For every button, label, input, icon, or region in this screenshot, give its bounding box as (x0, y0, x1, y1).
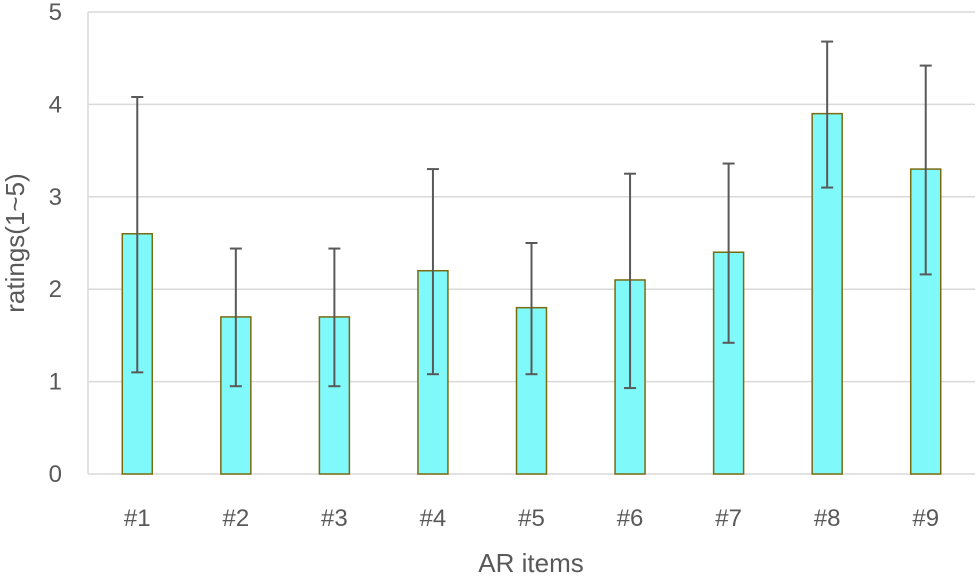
x-tick-label: #1 (124, 505, 151, 532)
bar-7 (712, 251, 745, 475)
x-tick-label: #6 (617, 505, 644, 532)
y-axis-ticks: 0 1 2 3 4 5 (49, 0, 62, 488)
x-tick-label: #2 (222, 505, 249, 532)
x-axis-ticks: #1 #2 #3 #4 #5 #6 #7 #8 #9 (124, 505, 939, 532)
y-tick-label: 0 (49, 461, 62, 488)
y-tick-label: 1 (49, 369, 62, 396)
bar-8 (811, 112, 843, 475)
x-tick-label: #9 (912, 505, 939, 532)
x-tick-label: #7 (715, 505, 742, 532)
x-tick-label: #8 (814, 505, 841, 532)
error-bars (131, 40, 932, 390)
x-tick-label: #5 (518, 505, 545, 532)
y-tick-label: 5 (49, 0, 62, 26)
y-axis-title: ratings(1~5) (0, 173, 30, 312)
y-tick-label: 3 (49, 184, 62, 211)
y-tick-label: 2 (49, 276, 62, 303)
y-tick-label: 4 (49, 91, 62, 118)
x-tick-label: #4 (420, 505, 447, 532)
x-tick-label: #3 (321, 505, 348, 532)
x-axis-title: AR items (478, 548, 583, 576)
